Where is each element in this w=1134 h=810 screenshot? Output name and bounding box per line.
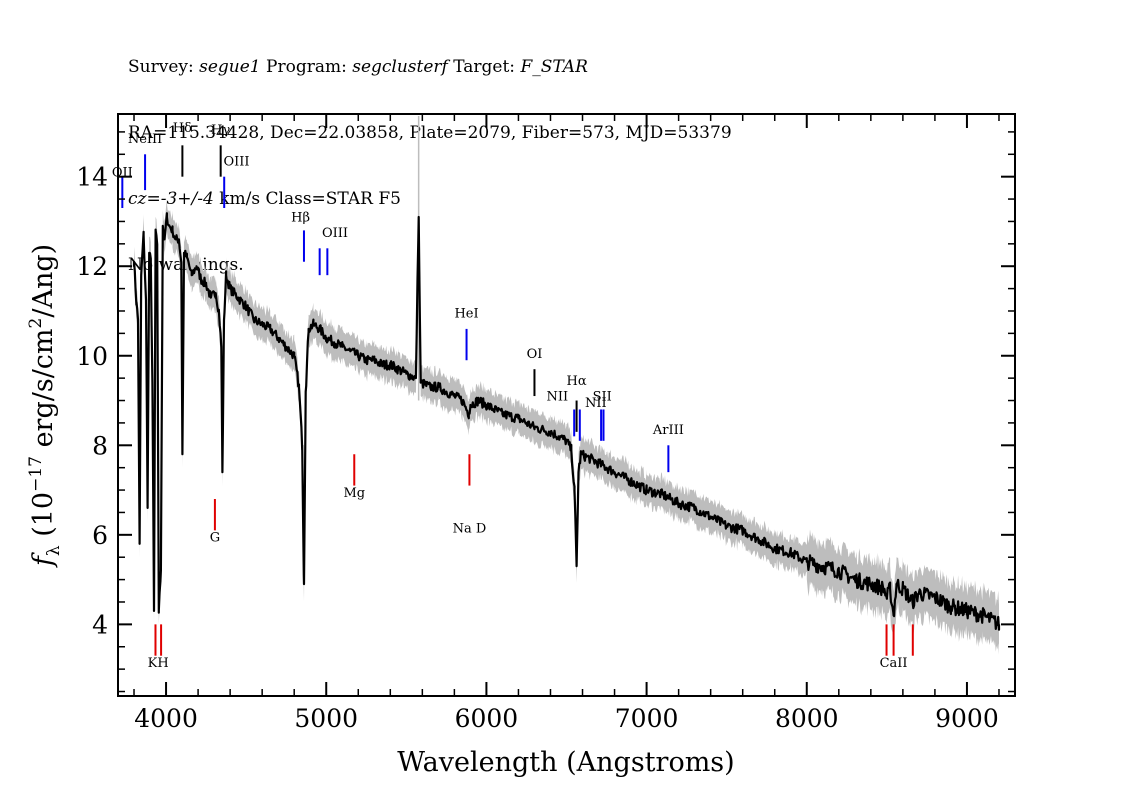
y-label-exp2: 2: [26, 318, 46, 329]
y-tick-label: 10: [76, 342, 108, 371]
x-tick-label: 9000: [935, 704, 999, 733]
spectral-line-label: Na D: [453, 522, 487, 537]
spectrum-line: [132, 212, 1001, 631]
redshift-value: cz=-3+/-4: [128, 189, 214, 209]
spectral-line-label: CaII: [880, 656, 908, 671]
program-label: Program:: [260, 57, 353, 77]
y-axis-label: fλ (10−17 erg/s/cm2/Ang): [26, 244, 64, 568]
y-label-exp1: −17: [26, 456, 46, 492]
spectral-line-label: OI: [527, 347, 543, 362]
header-line-redshift: cz=-3+/-4 km/s Class=STAR F5: [128, 188, 732, 210]
spectral-line-label: ArIII: [652, 423, 684, 438]
y-label-sub: λ: [44, 545, 64, 556]
spectral-line-label: Hγ: [211, 123, 230, 138]
target-value: F_STAR: [520, 57, 588, 77]
spectral-line-label: HeI: [454, 307, 478, 322]
y-label-mid2: erg/s/cm: [28, 328, 59, 456]
spectral-line-label: G: [210, 531, 220, 546]
spectral-line-label: NII: [547, 390, 569, 405]
y-tick-label: 12: [76, 252, 108, 281]
spectral-line-label: Mg: [343, 486, 365, 501]
spectral-line-label: OIII: [223, 154, 249, 169]
header-line-survey: Survey: segue1 Program: segclusterf Targ…: [128, 56, 732, 78]
plot-frame: [117, 113, 1016, 697]
x-tick-label: 8000: [775, 704, 839, 733]
x-tick-label: 7000: [615, 704, 679, 733]
spectral-line-markers: [121, 145, 914, 656]
spectral-line-label: NII: [585, 396, 607, 411]
spectrum-header: Survey: segue1 Program: segclusterf Targ…: [128, 12, 732, 298]
spectral-line-label: SII: [593, 390, 612, 405]
error-band: [134, 197, 999, 655]
x-axis-label: Wavelength (Angstroms): [397, 747, 734, 778]
spectral-line-label: NeIII: [128, 132, 162, 147]
y-label-end: /Ang): [28, 244, 59, 318]
y-tick-label: 4: [92, 610, 108, 639]
y-label-f: f: [28, 552, 59, 568]
y-tick-label: 14: [76, 163, 108, 192]
spectral-line-label: OII: [112, 166, 133, 181]
spectral-line-label: OIII: [322, 226, 348, 241]
x-tick-label: 4000: [134, 704, 198, 733]
y-label-mid: (10: [28, 492, 59, 545]
x-tick-label: 6000: [455, 704, 519, 733]
x-tick-label: 5000: [294, 704, 358, 733]
y-tick-label: 8: [92, 431, 108, 460]
y-tick-label: 6: [92, 521, 108, 550]
survey-value: segue1: [199, 57, 261, 77]
spectral-line-label: Hα: [567, 374, 587, 389]
survey-label: Survey:: [128, 57, 200, 77]
spectral-line-label: Hβ: [291, 210, 310, 225]
class-value: km/s Class=STAR F5: [213, 189, 401, 209]
axis-ticks: 4000 5000 6000 7000 8000 9000 4 6 8 10 12 14: [76, 114, 1015, 733]
target-label: Target:: [447, 57, 521, 77]
spectral-line-label: KH: [148, 656, 169, 671]
header-line-coordinates: RA=115.34428, Dec=22.03858, Plate=2079, …: [128, 123, 732, 143]
spectral-line-label: Hδ: [173, 121, 192, 136]
program-value: segclusterf: [352, 57, 448, 77]
spectrum-layer: [132, 212, 1001, 631]
